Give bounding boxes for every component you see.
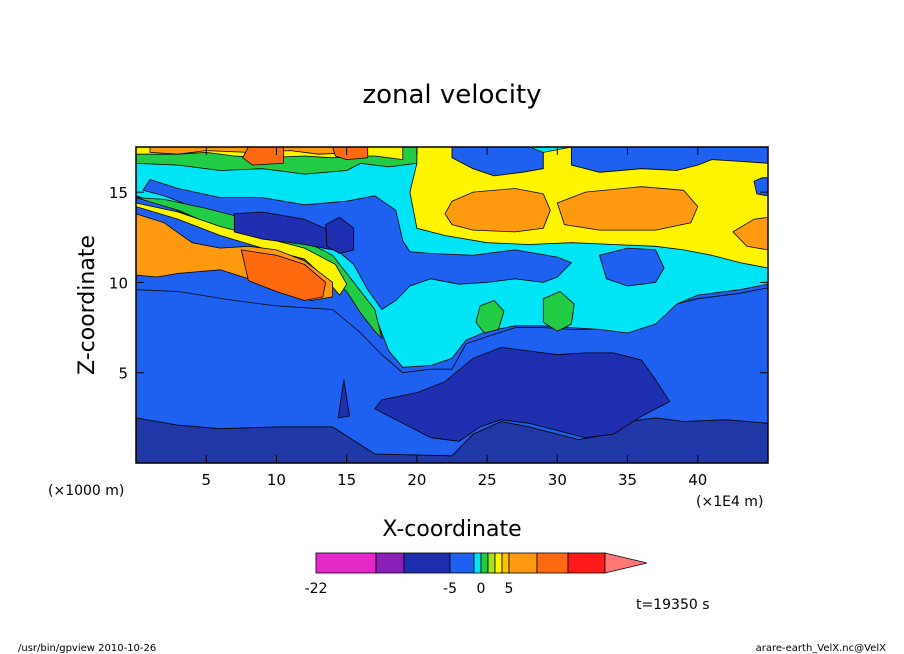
x-tick-label: 35 <box>618 471 637 489</box>
time-label: t=19350 s <box>636 597 710 613</box>
y-tick-label: 5 <box>118 365 128 383</box>
region-dark-blue-spike <box>337 379 350 419</box>
x-tick-label: 20 <box>407 471 426 489</box>
colorbar-tick-label: -5 <box>443 581 457 597</box>
region-orange-right-3 <box>732 216 768 251</box>
y-tick-label: 15 <box>109 184 128 202</box>
x-unit-right: (×1E4 m) <box>696 494 763 510</box>
region-green-blob-1 <box>475 300 505 334</box>
region-dark-blue-core-lower <box>374 346 671 442</box>
colorbar-swatch <box>315 552 377 574</box>
colorbar-swatch <box>536 552 569 574</box>
colorbar-swatch <box>494 552 503 574</box>
x-tick-label: 40 <box>688 471 707 489</box>
colorbar-swatch <box>403 552 451 574</box>
x-tick-label: 5 <box>201 471 211 489</box>
region-dark-orange-top-1 <box>242 147 284 166</box>
region-blue-right-bubble <box>598 247 665 287</box>
colorbar-swatch <box>508 552 538 574</box>
x-unit-left: (×1000 m) <box>48 483 124 499</box>
x-axis-ticks: 5 10 15 20 25 30 35 40 <box>201 147 707 489</box>
colorbar-swatch <box>567 552 606 574</box>
footer-left: /usr/bin/gpview 2010-10-26 <box>18 643 156 654</box>
region-dark-orange-blob-left <box>240 249 327 301</box>
chart-title: zonal velocity <box>362 80 541 110</box>
x-axis-label: X-coordinate <box>382 517 521 542</box>
region-green-blob-2 <box>542 291 575 332</box>
colorbar-swatch <box>501 552 510 574</box>
colorbar-tick-label: 5 <box>505 581 514 597</box>
colorbar-arrow <box>604 552 648 574</box>
colorbar-swatch <box>480 552 489 574</box>
y-tick-label: 10 <box>109 274 128 292</box>
region-orange-right-1 <box>444 188 551 233</box>
x-tick-label: 25 <box>478 471 497 489</box>
colorbar-swatch <box>449 552 475 574</box>
region-dark-blue-upper-core-2 <box>325 216 355 254</box>
colorbar-tick-label: 0 <box>477 581 486 597</box>
y-axis-label: Z-coordinate <box>75 235 100 375</box>
region-yellow-upper-left <box>136 202 348 296</box>
colorbar-swatch <box>473 552 482 574</box>
x-tick-label: 15 <box>337 471 356 489</box>
region-blue-top-right-spot <box>753 177 768 197</box>
plot-frame <box>135 146 769 464</box>
colorbar-swatch <box>375 552 405 574</box>
colorbar: -22 -5 0 5 <box>305 552 648 597</box>
contour-regions <box>136 147 768 463</box>
footer-right: arare-earth_VelX.nc@VelX <box>756 643 887 654</box>
colorbar-swatch <box>487 552 496 574</box>
x-tick-label: 30 <box>548 471 567 489</box>
region-orange-right-2 <box>556 186 699 231</box>
region-dark-orange-top-2 <box>332 147 369 161</box>
x-tick-label: 10 <box>267 471 286 489</box>
colorbar-tick-label: -22 <box>305 581 328 597</box>
y-axis-ticks: 5 10 15 <box>109 184 768 383</box>
